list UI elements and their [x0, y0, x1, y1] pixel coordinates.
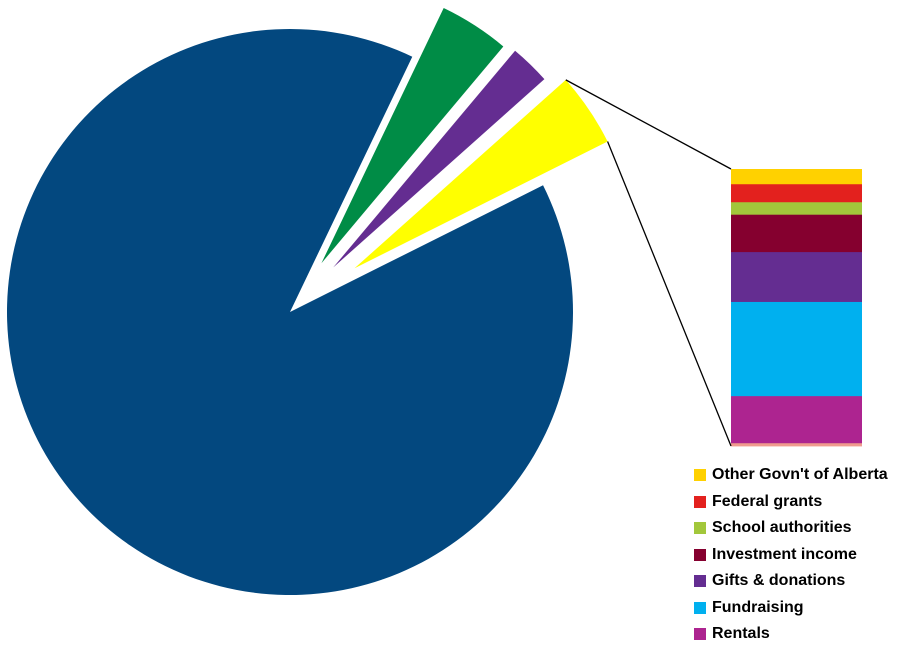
legend-item: Investment income — [694, 542, 888, 569]
bar-segment-fundraising — [731, 301, 862, 397]
breakdown-bar — [731, 169, 862, 447]
legend-item: Fundraising — [694, 595, 888, 622]
legend-label: Investment income — [712, 545, 857, 563]
connector-line-top — [565, 79, 732, 170]
legend-swatch — [694, 522, 706, 535]
bar-segment-other-govn-t-of-alberta — [731, 169, 862, 185]
legend-item: Federal grants — [694, 489, 888, 516]
pie-slice-main — [7, 28, 574, 596]
pie-slice-purple — [333, 50, 545, 268]
legend-label: Other Govn't of Alberta — [712, 466, 888, 484]
pie — [7, 8, 608, 596]
bar-segment-federal-grants — [731, 184, 862, 203]
bar-segment-investment-income — [731, 214, 862, 253]
legend-swatch — [694, 469, 706, 482]
legend-item: Other Govn't of Alberta — [694, 462, 888, 489]
legend-label: Rentals — [712, 625, 770, 643]
legend-item: Rentals — [694, 621, 888, 648]
legend-swatch — [694, 601, 706, 614]
legend-label: Federal grants — [712, 492, 823, 510]
legend-label: Gifts & donations — [712, 572, 846, 590]
legend-swatch — [694, 495, 706, 508]
bar-segment-gifts-donations — [731, 252, 862, 303]
legend-item: Gifts & donations — [694, 568, 888, 595]
legend-label: Fundraising — [712, 598, 804, 616]
pie-slice-yellow — [354, 79, 608, 269]
pie-slice-green — [321, 8, 504, 264]
bar-segment-other — [731, 443, 862, 447]
bar-segment-rentals — [731, 396, 862, 444]
legend-swatch — [694, 628, 706, 641]
legend: Other Govn't of Alberta Federal grants Sch… — [694, 462, 888, 648]
legend-swatch — [694, 575, 706, 588]
connector-line-bottom — [606, 141, 732, 447]
legend-swatch — [694, 548, 706, 561]
legend-item: School authorities — [694, 515, 888, 542]
connector-lines — [565, 79, 732, 447]
bar-segment-school-authorities — [731, 202, 862, 216]
legend-label: School authorities — [712, 519, 852, 537]
